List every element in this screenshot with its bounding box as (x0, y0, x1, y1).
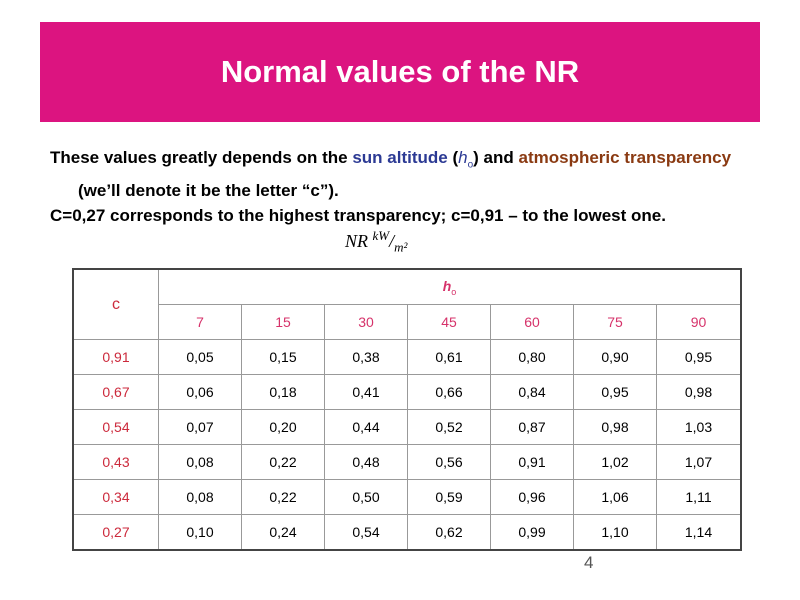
cell: 0,22 (241, 479, 325, 515)
cell: 0,80 (490, 339, 574, 375)
page-number: 4 (584, 553, 594, 572)
title-banner: Normal values of the NR (40, 22, 760, 122)
cell: 1,10 (573, 514, 657, 551)
highlight: sun altitude (352, 148, 448, 167)
table-row: 0,43 0,08 0,22 0,48 0,56 0,91 1,02 1,07 (72, 444, 742, 480)
table: c ho 7 15 30 45 60 75 90 0,91 0,05 0,15 0,38 0,61 0,80… (72, 268, 742, 551)
group-header: ho (158, 268, 742, 305)
table-row: 0,34 0,08 0,22 0,50 0,59 0,96 1,06 1,11 (72, 479, 742, 515)
column-header: 75 (573, 304, 657, 340)
formula-lhs: NR (345, 231, 369, 251)
formula: NR kW/m² (345, 228, 408, 255)
cell: 0,22 (241, 444, 325, 480)
numerator: kW (372, 228, 390, 243)
highlight: atmospheric transparency (518, 148, 732, 167)
column-header: 90 (656, 304, 742, 340)
header-row: 7 15 30 45 60 75 90 (73, 304, 742, 340)
table-row: 0,27 0,10 0,24 0,54 0,62 0,99 1,10 1,14 (72, 514, 742, 551)
paragraph: C=0,27 corresponds to the highest transp… (50, 206, 666, 225)
cell: 0,08 (158, 444, 242, 480)
denominator: m² (394, 239, 408, 255)
cell: 0,95 (573, 374, 657, 410)
subscript: o (451, 286, 457, 297)
column-header: 15 (241, 304, 325, 340)
cell: 1,06 (573, 479, 657, 515)
cell: 1,14 (656, 514, 742, 551)
cell: 0,07 (158, 409, 242, 445)
column-header: 7 (158, 304, 242, 340)
cell: 0,05 (158, 339, 242, 375)
cell: 1,02 (573, 444, 657, 480)
table-row: 0,54 0,07 0,20 0,44 0,52 0,87 0,98 1,03 (72, 409, 742, 445)
cell: 1,03 (656, 409, 742, 445)
cell: 0,54 (324, 514, 408, 551)
cell: 0,10 (158, 514, 242, 551)
text: (we’ll denote it be the letter “c”). (78, 181, 339, 201)
cell: 0,06 (158, 374, 242, 410)
cell: 0,62 (407, 514, 491, 551)
cell: 0,20 (241, 409, 325, 445)
row-header: 0,43 (72, 444, 159, 480)
row-header: 0,34 (72, 479, 159, 515)
text: These values greatly depends on the (50, 148, 353, 167)
cell: 0,50 (324, 479, 408, 515)
cell: 0,90 (573, 339, 657, 375)
cell: 0,66 (407, 374, 491, 410)
row-header: 0,67 (72, 374, 159, 410)
cell: 0,24 (241, 514, 325, 551)
title: Normal values of the NR (220, 54, 580, 89)
cell: 0,61 (407, 339, 491, 375)
cell: 1,11 (656, 479, 742, 515)
cell: 0,48 (324, 444, 408, 480)
cell: 0,99 (490, 514, 574, 551)
row-header: 0,54 (72, 409, 159, 445)
cell: 0,41 (324, 374, 408, 410)
cell: 0,98 (573, 409, 657, 445)
corner-cell: c (72, 268, 159, 340)
column-header: 45 (407, 304, 491, 340)
cell: 0,84 (490, 374, 574, 410)
cell: 0,91 (490, 444, 574, 480)
paragraph: These values greatly depends on the sun … (50, 145, 768, 204)
cell: 0,15 (241, 339, 325, 375)
cell: 0,59 (407, 479, 491, 515)
cell: 0,38 (324, 339, 408, 375)
cell: 0,96 (490, 479, 574, 515)
cell: 0,95 (656, 339, 742, 375)
cell: 0,98 (656, 374, 742, 410)
table-row: 0,91 0,05 0,15 0,38 0,61 0,80 0,90 0,95 (72, 339, 742, 375)
header-row: c ho (72, 268, 742, 340)
cell: 1,07 (656, 444, 742, 480)
cell: 0,56 (407, 444, 491, 480)
subscript: o (467, 159, 474, 171)
symbol: h (458, 148, 468, 167)
table-row: 0,67 0,06 0,18 0,41 0,66 0,84 0,95 0,98 (72, 374, 742, 410)
symbol: h (442, 277, 452, 294)
cell: 0,52 (407, 409, 491, 445)
cell: 0,18 (241, 374, 325, 410)
text: ) and (473, 148, 519, 167)
cell: 0,44 (324, 409, 408, 445)
cell: 0,87 (490, 409, 574, 445)
row-header: 0,27 (72, 514, 159, 551)
column-header: 60 (490, 304, 574, 340)
row-header: 0,91 (72, 339, 159, 375)
cell: 0,08 (158, 479, 242, 515)
text: ( (447, 148, 459, 167)
column-header: 30 (324, 304, 408, 340)
